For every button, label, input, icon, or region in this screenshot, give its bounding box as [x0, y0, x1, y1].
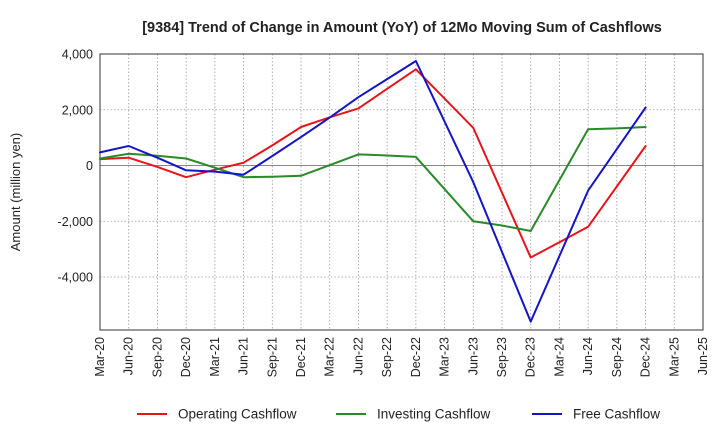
plot-area: 4,000 2,000 0 -2,000 -4,000 Mar-20 Jun-20 Sep-2… [58, 48, 710, 378]
x-tick-label: Sep-22 [380, 337, 394, 377]
x-tick-label: Mar-24 [552, 337, 566, 377]
x-tick-label: Jun-25 [696, 337, 710, 375]
legend: Operating Cashflow Investing Cashflow Free… [137, 407, 660, 422]
x-tick-label: Dec-23 [524, 337, 538, 377]
series-line-investing-cashflow [99, 126, 647, 232]
x-tick-label: Jun-22 [351, 337, 365, 375]
x-tick-label: Mar-21 [208, 337, 222, 377]
x-tick-label: Sep-20 [150, 337, 164, 377]
x-tick-label: Dec-21 [294, 337, 308, 377]
x-tick-label: Jun-21 [237, 337, 251, 375]
y-tick-label: -4,000 [58, 271, 93, 285]
legend-label-free-cashflow: Free Cashflow [573, 407, 660, 422]
series-line-operating-cashflow [99, 68, 647, 259]
x-tick-label: Sep-21 [265, 337, 279, 377]
x-tick-label: Jun-24 [581, 337, 595, 375]
x-tick-label: Dec-24 [639, 337, 653, 377]
x-tick-label: Jun-20 [122, 337, 136, 375]
x-tick-label: Mar-25 [667, 337, 681, 377]
x-tick-label: Mar-20 [93, 337, 107, 377]
y-axis-label: Amount (million yen) [8, 133, 23, 252]
x-tick-label: Mar-22 [323, 337, 337, 377]
plot-frame [99, 53, 704, 331]
x-tick-label: Dec-20 [179, 337, 193, 377]
x-tick-label: Sep-23 [495, 337, 509, 377]
x-tick-label: Sep-24 [610, 337, 624, 377]
y-tick-label: -2,000 [58, 215, 93, 229]
y-tick-label: 4,000 [62, 48, 93, 62]
y-tick-label: 2,000 [62, 103, 93, 117]
series-line-free-cashflow [99, 60, 647, 323]
x-tick-label: Jun-23 [466, 337, 480, 375]
legend-label-investing-cashflow: Investing Cashflow [377, 407, 491, 422]
legend-label-operating-cashflow: Operating Cashflow [178, 407, 297, 422]
x-tick-label: Dec-22 [409, 337, 423, 377]
y-tick-label: 0 [86, 159, 93, 173]
chart-title: [9384] Trend of Change in Amount (YoY) o… [142, 20, 662, 36]
x-tick-label: Mar-23 [438, 337, 452, 377]
